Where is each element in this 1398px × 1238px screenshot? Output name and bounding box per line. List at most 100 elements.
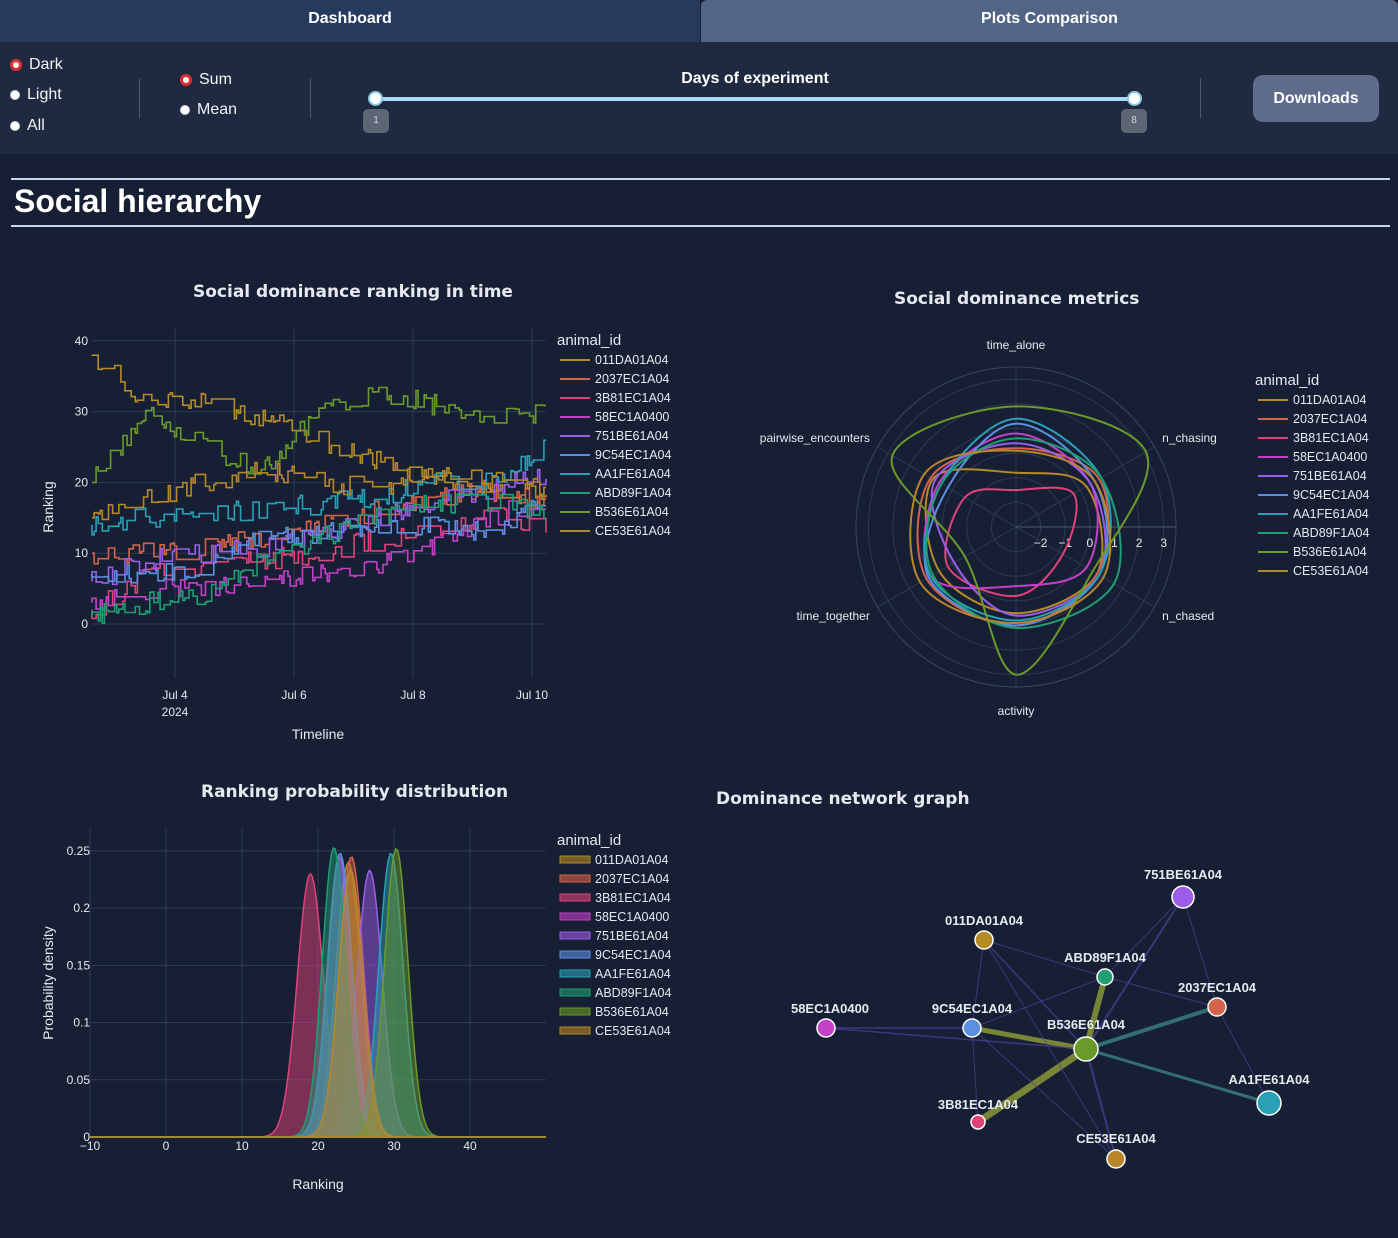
network-node-label: 9C54EC1A04 xyxy=(932,1001,1013,1016)
radar-outer-ring xyxy=(855,366,1177,688)
y-tick-label: 0.15 xyxy=(67,958,91,972)
density-area xyxy=(90,856,546,1138)
legend-item: 58EC1A0400 xyxy=(595,410,669,424)
radar-chart-title: Social dominance metrics xyxy=(894,289,1140,309)
density-area xyxy=(90,847,546,1138)
days-slider-high-handle[interactable] xyxy=(1127,91,1142,106)
x-tick-label: 40 xyxy=(463,1139,477,1153)
network-node-label: 3B81EC1A04 xyxy=(938,1097,1019,1112)
legend-item: 751BE61A04 xyxy=(1293,469,1367,483)
legend-swatch xyxy=(559,912,591,921)
downloads-button[interactable]: Downloads xyxy=(1253,75,1379,122)
radar-series xyxy=(923,417,1112,622)
network-node-label: ABD89F1A04 xyxy=(1064,950,1146,965)
density-area xyxy=(90,872,546,1138)
radio-sum[interactable]: Sum xyxy=(180,71,232,89)
legend-item: ABD89F1A04 xyxy=(595,986,671,1000)
legend-item: 751BE61A04 xyxy=(595,429,669,443)
slider-title: Days of experiment xyxy=(681,70,829,87)
network-edge xyxy=(969,1025,1089,1052)
radar-series xyxy=(909,449,1112,625)
network-node xyxy=(1096,968,1114,986)
x-tick-label: 30 xyxy=(387,1139,401,1153)
series-line xyxy=(91,468,547,586)
radial-tick-label: −1 xyxy=(1058,536,1072,550)
network-node-label: B536E61A04 xyxy=(1047,1017,1126,1032)
legend-item: B536E61A04 xyxy=(595,505,669,519)
legend-title: animal_id xyxy=(557,832,621,849)
radar-series xyxy=(923,432,1099,590)
radio-light[interactable]: Light xyxy=(10,86,62,104)
legend-item: B536E61A04 xyxy=(595,1005,669,1019)
legend-item: ABD89F1A04 xyxy=(595,486,671,500)
radio-dark[interactable]: Dark xyxy=(10,56,63,74)
legend-item: CE53E61A04 xyxy=(595,1024,671,1038)
legend-item: 9C54EC1A04 xyxy=(595,948,671,962)
days-slider-low-handle[interactable] xyxy=(368,91,383,106)
x-tick-label: Jul 8 xyxy=(400,688,426,702)
radio-all-indicator[interactable] xyxy=(10,121,20,131)
radar-axis-label: activity xyxy=(998,704,1035,718)
network-edge xyxy=(971,976,1106,1029)
radio-mean-indicator[interactable] xyxy=(180,105,190,115)
radial-gridline xyxy=(990,501,1042,553)
legend-title: animal_id xyxy=(1255,372,1319,389)
radar-axis-label: time_together xyxy=(796,609,869,623)
x-tick-label: 20 xyxy=(311,1139,325,1153)
radio-sum-label: Sum xyxy=(199,71,232,88)
radar-series xyxy=(923,422,1109,627)
angular-gridline xyxy=(1015,446,1155,528)
legend-item: 2037EC1A04 xyxy=(595,872,669,886)
radio-mean[interactable]: Mean xyxy=(180,101,237,119)
network-node xyxy=(1256,1090,1282,1116)
network-node xyxy=(1171,885,1195,909)
radar-axis-label: n_chased xyxy=(1162,609,1214,623)
radio-all[interactable]: All xyxy=(10,117,45,135)
radio-mean-label: Mean xyxy=(197,101,238,118)
network-edge xyxy=(1216,1006,1270,1104)
radio-dark-indicator[interactable] xyxy=(10,59,22,71)
radio-light-indicator[interactable] xyxy=(10,90,20,100)
legend-item: 3B81EC1A04 xyxy=(1293,431,1369,445)
tab-plots-comparison[interactable]: Plots Comparison xyxy=(701,0,1398,42)
radial-gridline xyxy=(892,403,1140,651)
network-node-label: 751BE61A04 xyxy=(1144,867,1223,882)
network-node xyxy=(1106,1149,1126,1169)
legend-item: 011DA01A04 xyxy=(1293,393,1366,407)
legend-item: 58EC1A0400 xyxy=(1293,450,1367,464)
section-title: Social hierarchy xyxy=(14,183,262,219)
legend-item: AA1FE61A04 xyxy=(595,467,671,481)
radar-series xyxy=(925,437,1122,629)
y-tick-label: 40 xyxy=(75,334,89,348)
y-tick-label: 0.25 xyxy=(67,844,91,858)
network-edge xyxy=(1104,976,1218,1008)
radial-gridline xyxy=(966,477,1066,577)
network-edge xyxy=(1182,896,1218,1008)
density-area xyxy=(90,869,546,1138)
legend-title: animal_id xyxy=(557,332,621,349)
network-edge xyxy=(1085,1048,1117,1160)
y-tick-label: 0.2 xyxy=(73,901,90,915)
network-edge xyxy=(983,939,1117,1160)
x-tick-label: −10 xyxy=(80,1139,101,1153)
legend-item: 011DA01A04 xyxy=(595,853,668,867)
tab-dashboard[interactable]: Dashboard xyxy=(0,0,700,42)
network-edge xyxy=(1083,974,1108,1052)
network-edge xyxy=(1084,1005,1219,1051)
ranking-chart-title: Social dominance ranking in time xyxy=(193,282,513,302)
radio-sum-indicator[interactable] xyxy=(180,74,192,86)
density-area xyxy=(90,847,546,1138)
radar-series xyxy=(944,486,1078,598)
days-slider-track[interactable] xyxy=(376,97,1134,101)
network-node-label: 011DA01A04 xyxy=(945,913,1024,928)
network-edge xyxy=(983,939,1087,1050)
legend-item: 751BE61A04 xyxy=(595,929,669,943)
angular-gridline xyxy=(877,526,1017,608)
network-node-label: 58EC1A0400 xyxy=(791,1001,869,1016)
y-tick-label: 0.05 xyxy=(67,1073,91,1087)
legend-item: 58EC1A0400 xyxy=(595,910,669,924)
radio-dark-label: Dark xyxy=(29,56,63,73)
series-line xyxy=(91,507,547,620)
density-area xyxy=(90,852,546,1138)
legend-swatch xyxy=(559,931,591,940)
